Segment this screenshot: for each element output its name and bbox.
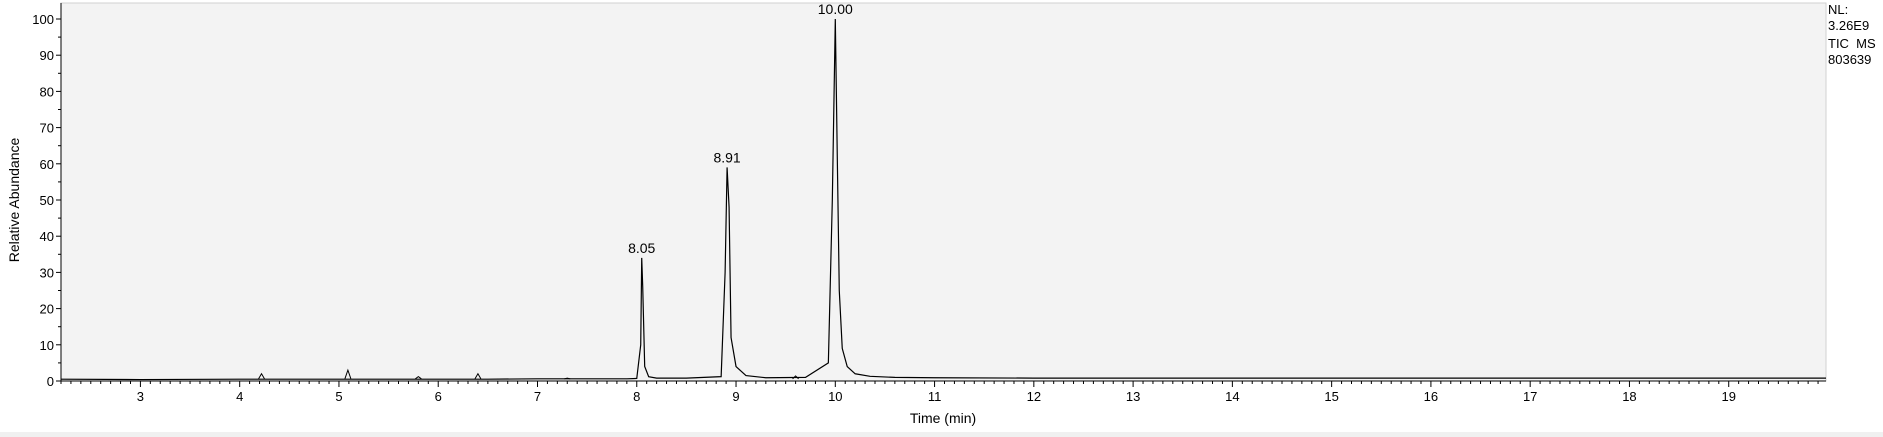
x-axis-ticks: 3 4 5 6 7 8 9 10 11 12 13 14 15 16 17 18 19 — [137, 389, 1736, 404]
y-tick-label: 60 — [40, 157, 54, 172]
info-block: NL: 3.26E9 TIC MS 803639 — [1828, 2, 1876, 67]
x-tick-label: 18 — [1622, 389, 1636, 404]
peak-label: 10.00 — [818, 1, 853, 17]
x-tick-label: 7 — [534, 389, 541, 404]
y-tick-label: 70 — [40, 121, 54, 136]
minor-peak — [415, 376, 422, 380]
info-line-filename: 803639 — [1828, 52, 1871, 67]
x-tick-label: 13 — [1126, 389, 1140, 404]
y-tick-label: 100 — [32, 12, 54, 27]
minor-peak — [792, 375, 799, 380]
x-tick-label: 19 — [1721, 389, 1735, 404]
x-tick-label: 14 — [1225, 389, 1239, 404]
x-tick-label: 6 — [435, 389, 442, 404]
x-tick-label: 16 — [1424, 389, 1438, 404]
y-tick-label: 20 — [40, 302, 54, 317]
y-tick-label: 80 — [40, 84, 54, 99]
bottom-strip — [0, 432, 1883, 437]
info-line-nl-value: 3.26E9 — [1828, 18, 1869, 33]
y-axis-title: Relative Abundance — [6, 138, 22, 263]
x-tick-label: 5 — [335, 389, 342, 404]
info-line-scan-type: TIC MS — [1828, 36, 1876, 51]
x-tick-label: 11 — [928, 389, 942, 404]
minor-peak — [474, 372, 482, 380]
x-tick-label: 17 — [1523, 389, 1537, 404]
y-tick-label: 90 — [40, 48, 54, 63]
x-tick-label: 8 — [633, 389, 640, 404]
peak-label: 8.05 — [628, 240, 655, 256]
x-tick-label: 9 — [732, 389, 739, 404]
tic-trace-line — [60, 18, 1826, 381]
y-tick-label: 10 — [40, 338, 54, 353]
y-axis-ticks: 0 10 20 30 40 50 60 70 80 90 100 — [32, 12, 61, 389]
y-tick-label: 50 — [40, 193, 54, 208]
info-line-nl: NL: — [1828, 2, 1848, 17]
y-tick-label: 0 — [47, 374, 54, 389]
minor-peak-marks — [258, 368, 799, 380]
minor-x-ticks — [60, 381, 1819, 387]
plot-area — [60, 2, 1827, 382]
minor-peak — [564, 377, 571, 380]
x-tick-label: 3 — [137, 389, 144, 404]
x-tick-label: 15 — [1324, 389, 1338, 404]
peak-labels: 8.05 8.91 10.00 — [628, 1, 853, 256]
minor-peak — [258, 372, 265, 380]
peak-label: 8.91 — [713, 149, 740, 165]
x-axis-title: Time (min) — [910, 410, 976, 426]
y-tick-label: 30 — [40, 265, 54, 280]
x-tick-label: 10 — [828, 389, 842, 404]
x-tick-label: 12 — [1027, 389, 1041, 404]
x-tick-label: 4 — [236, 389, 243, 404]
minor-peak — [344, 368, 352, 379]
y-tick-label: 40 — [40, 229, 54, 244]
